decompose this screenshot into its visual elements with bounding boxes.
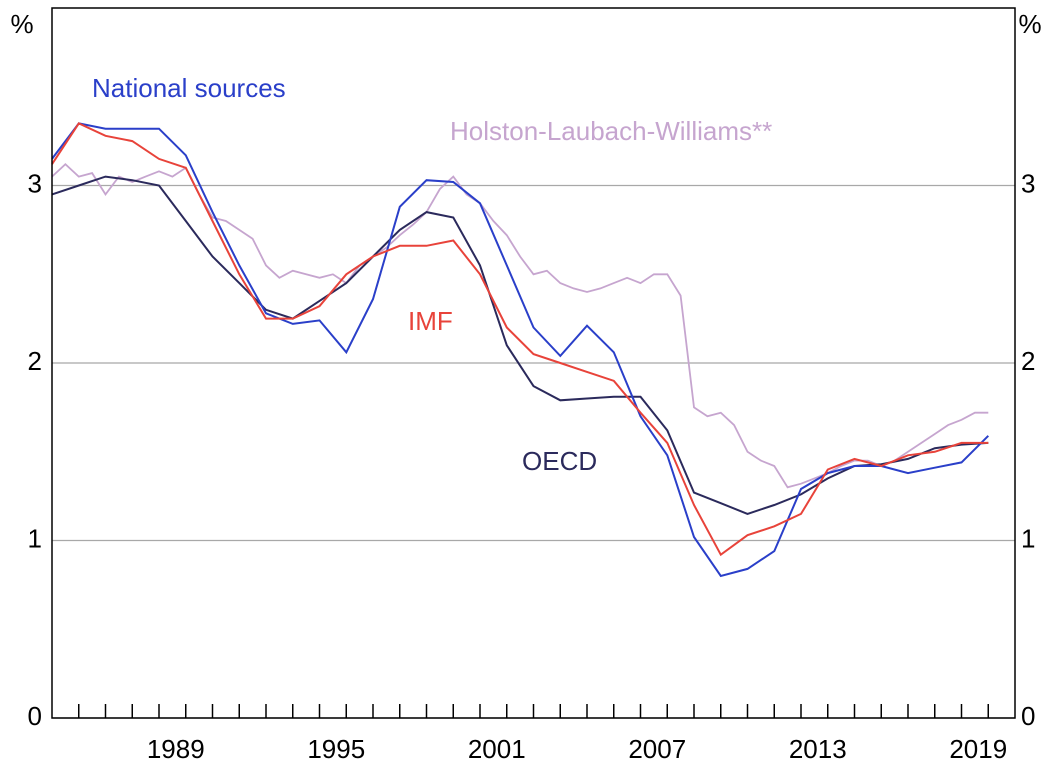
x-tick-label: 1995 [307, 734, 365, 764]
plot-frame [51, 7, 1016, 719]
y-tick-label-left: 3 [28, 168, 42, 198]
y-tick-label-right: 1 [1021, 523, 1035, 553]
y-tick-label-left: 2 [28, 346, 42, 376]
y-tick-label-left: 0 [28, 701, 42, 731]
y-unit-left: % [10, 9, 33, 39]
x-tick-label: 2019 [949, 734, 1007, 764]
series-line [51, 122, 990, 578]
series-label: National sources [92, 73, 286, 103]
series-label: OECD [522, 446, 597, 476]
series-line [51, 122, 989, 557]
series-label: Holston-Laubach-Williams** [450, 116, 772, 146]
series-line [51, 162, 989, 489]
y-tick-label-right: 0 [1021, 701, 1035, 731]
y-tick-label-right: 2 [1021, 346, 1035, 376]
y-tick-label-right: 3 [1021, 168, 1035, 198]
x-tick-label: 2013 [789, 734, 847, 764]
series-line [51, 175, 989, 515]
y-unit-right: % [1018, 9, 1041, 39]
x-tick-label: 2007 [628, 734, 686, 764]
series-label: IMF [408, 306, 453, 336]
x-tick-label: 2001 [468, 734, 526, 764]
y-tick-label-left: 1 [28, 523, 42, 553]
x-tick-label: 1989 [147, 734, 205, 764]
